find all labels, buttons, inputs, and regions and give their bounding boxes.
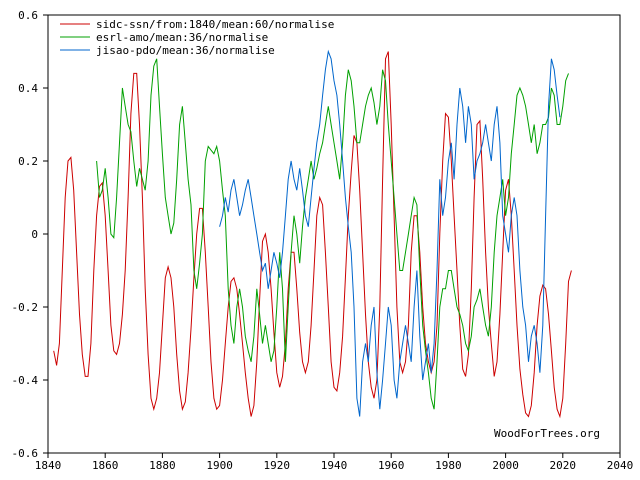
x-tick-label: 1880 xyxy=(149,459,176,472)
series-line-0 xyxy=(53,51,572,419)
legend-label-0: sidc-ssn/from:1840/mean:60/normalise xyxy=(96,18,334,31)
x-tick-label: 2000 xyxy=(492,459,519,472)
y-tick-label: 0.2 xyxy=(18,155,38,168)
x-tick-label: 1980 xyxy=(435,459,462,472)
x-tick-label: 1900 xyxy=(206,459,233,472)
watermark-text: WoodForTrees.org xyxy=(494,427,600,440)
series-line-1 xyxy=(96,58,569,410)
y-tick-label: 0 xyxy=(31,228,38,241)
x-tick-label: 1920 xyxy=(264,459,291,472)
x-axis: 1840 1860 1880 1900 1920 1940 1960 1980 2000 2020… xyxy=(35,453,634,472)
x-tick-label: 1940 xyxy=(321,459,348,472)
x-tick-label: 1860 xyxy=(92,459,119,472)
legend-label-2: jisao-pdo/mean:36/normalise xyxy=(96,44,275,57)
x-tick-label: 2040 xyxy=(607,459,634,472)
y-tick-label: -0.6 xyxy=(12,447,39,460)
plot-lines xyxy=(53,49,572,419)
y-tick-label: 0.6 xyxy=(18,9,38,22)
y-tick-label: -0.2 xyxy=(12,301,39,314)
y-tick-label: -0.4 xyxy=(12,374,39,387)
x-tick-label: 1960 xyxy=(378,459,405,472)
series-line-2 xyxy=(219,49,561,417)
x-tick-label: 2020 xyxy=(550,459,577,472)
x-tick-label: 1840 xyxy=(35,459,62,472)
y-tick-label: 0.4 xyxy=(18,82,38,95)
y-axis: -0.6 -0.4 -0.2 0 0.2 0.4 0.6 xyxy=(12,9,48,460)
legend-label-1: esrl-amo/mean:36/normalise xyxy=(96,31,268,44)
legend: sidc-ssn/from:1840/mean:60/normaliseesrl… xyxy=(60,18,334,57)
